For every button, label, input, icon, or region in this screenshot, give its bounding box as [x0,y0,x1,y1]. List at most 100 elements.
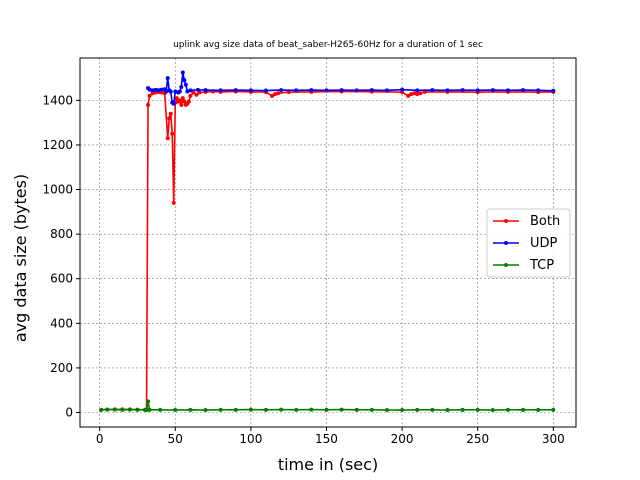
data-point-both [412,91,417,96]
data-point-tcp [339,407,344,412]
series-tcp [99,399,556,413]
legend-item-udp: UDP [493,236,558,251]
data-point-udp [156,88,161,93]
data-point-udp [475,88,480,93]
data-point-udp [180,70,185,75]
data-point-udp [182,78,187,83]
y-axis: 0 200 400 600 800 1000 1200 1400 [42,93,80,420]
data-point-udp [165,76,170,81]
y-tick-label: 1200 [42,138,73,152]
data-point-tcp [264,407,268,412]
data-point-udp [536,88,541,93]
y-tick-label: 400 [50,316,73,330]
data-point-tcp [369,407,374,412]
data-point-udp [153,87,158,92]
x-tick-label: 200 [391,432,414,446]
data-point-udp [279,88,284,93]
data-point-both [182,99,187,104]
data-point-tcp [415,407,420,412]
data-point-udp [177,89,182,94]
data-point-tcp [146,399,151,404]
data-point-tcp [521,407,526,412]
x-tick-label: 250 [466,432,489,446]
data-point-udp [203,88,208,93]
data-point-udp [188,88,193,93]
data-point-udp [150,88,155,93]
data-point-tcp [400,408,405,413]
data-point-udp [164,89,169,94]
data-point-tcp [158,407,163,412]
legend-item-both: Both [493,214,560,229]
data-point-both [147,93,152,98]
y-tick-label: 1000 [42,183,73,197]
data-point-both [286,90,291,95]
data-point-tcp [445,408,450,413]
data-point-udp [159,87,164,92]
data-point-both [418,91,423,96]
data-point-tcp [490,408,495,413]
data-point-tcp [536,407,541,412]
x-tick-label: 300 [542,432,565,446]
y-axis-label: avg data size (bytes) [11,174,30,342]
data-point-tcp [120,407,125,412]
data-point-both [191,90,196,95]
legend-item-tcp: TCP [493,258,554,273]
data-point-tcp [173,408,178,413]
data-point-udp [339,88,344,93]
data-point-both [170,131,175,136]
data-point-both [409,92,414,97]
y-tick-label: 200 [50,361,73,375]
data-point-both [180,96,185,101]
data-point-tcp [475,407,480,412]
data-point-udp [521,88,526,93]
data-point-udp [309,88,314,93]
data-point-both [150,91,155,96]
x-tick-label: 100 [239,432,262,446]
data-point-udp [173,89,178,94]
data-point-both [276,91,281,96]
data-point-tcp [144,408,149,413]
data-point-both [270,93,275,98]
data-point-udp [185,89,190,94]
data-point-both [159,90,164,95]
data-point-both [167,116,172,121]
data-point-tcp [551,407,556,412]
data-point-udp [490,88,495,93]
data-point-tcp [218,407,223,412]
x-tick-label: 50 [168,432,183,446]
data-point-both [165,136,170,141]
data-point-tcp [99,407,104,412]
legend-box [486,208,571,278]
data-point-tcp [460,407,465,412]
data-point-udp [460,88,465,93]
legend-label-udp: UDP [530,236,558,251]
legend-marker-tcp [504,263,508,267]
data-point-both [146,102,151,107]
data-point-tcp [505,407,510,412]
data-point-tcp [112,407,117,412]
data-point-udp [171,101,176,106]
data-point-udp [400,87,405,92]
data-point-udp [354,88,359,93]
data-point-both [174,96,179,101]
legend-label-tcp: TCP [529,258,554,273]
plot-frame [79,57,577,428]
data-point-tcp [248,407,253,412]
data-point-both [188,93,193,98]
data-point-udp [183,82,188,87]
data-point-tcp [324,407,329,412]
data-point-both [171,200,176,205]
data-point-both [186,99,191,104]
data-point-udp [179,84,184,89]
data-point-udp [369,88,374,93]
data-point-tcp [430,407,435,412]
data-point-tcp [147,407,152,412]
chart-title: uplink avg size data of beat_saber-H265-… [173,40,483,50]
data-point-tcp [135,407,140,412]
data-point-udp [233,88,238,93]
data-point-tcp [309,407,314,412]
data-point-udp [195,87,200,92]
y-tick-label: 1400 [42,93,73,107]
data-point-udp [294,88,299,93]
